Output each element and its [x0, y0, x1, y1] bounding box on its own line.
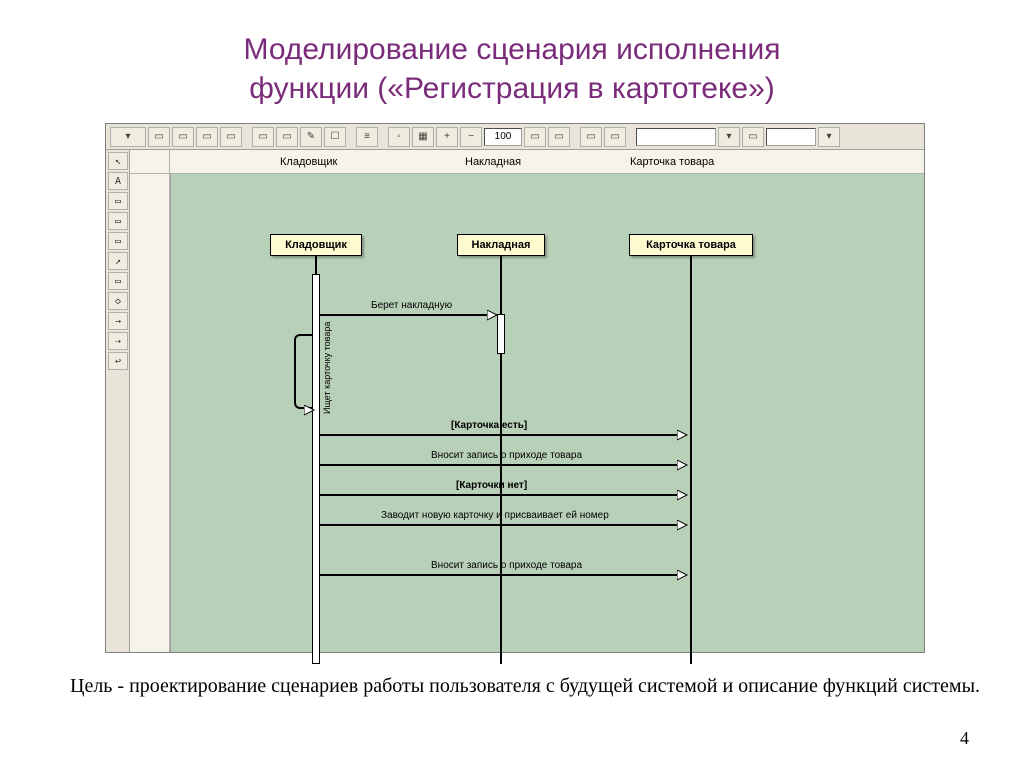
- diagram-canvas[interactable]: Кладовщик Накладная Карточка товара Берет н…: [170, 174, 924, 652]
- uml-editor-window: ▾ ▭ ▭ ▭ ▭ ▭ ▭ ✎ ☐ ≡ ◦ ▦ + − 100 ▭ ▭ ▭ ▭ …: [105, 123, 925, 653]
- toolbar-btn-10[interactable]: ▭: [548, 127, 570, 147]
- slide-footer-text: Цель - проектирование сценариев работы п…: [70, 673, 980, 699]
- toolbar-btn-1[interactable]: ▭: [148, 127, 170, 147]
- toolbar-combo3[interactable]: [766, 128, 816, 146]
- column-header-row: Кладовщик Накладная Карточка товара: [130, 150, 924, 174]
- message-arrow-5[interactable]: [320, 574, 679, 576]
- arrow-head-0: [487, 309, 499, 327]
- message-arrow-1[interactable]: [320, 434, 679, 436]
- toolbar-combo3-drop[interactable]: ▾: [818, 127, 840, 147]
- editor-body: ↖ A ▭ ▭ ▭ ↗ ▭ ◇ → ⇢ ↩ Кладовщик Накладна…: [106, 150, 924, 652]
- message-arrow-3[interactable]: [320, 494, 679, 496]
- lifeline-box-2[interactable]: Карточка товара: [629, 234, 753, 256]
- toolbar-btn-6[interactable]: ▭: [276, 127, 298, 147]
- toolbar-btn-combo1[interactable]: ▾: [110, 127, 146, 147]
- palette-rect2[interactable]: ▭: [108, 212, 128, 230]
- message-label-2: Вносит запись о приходе товара: [431, 450, 582, 461]
- palette-pointer[interactable]: ↖: [108, 152, 128, 170]
- toolbar-btn-12[interactable]: ▭: [604, 127, 626, 147]
- palette-diamond[interactable]: ◇: [108, 292, 128, 310]
- page-number: 4: [960, 728, 969, 749]
- palette-rect4[interactable]: ▭: [108, 272, 128, 290]
- toolbar-btn-list[interactable]: ≡: [356, 127, 378, 147]
- palette-arrow3[interactable]: ⇢: [108, 332, 128, 350]
- toolbar-btn-5[interactable]: ▭: [252, 127, 274, 147]
- title-line2: функции («Регистрация в картотеке»): [249, 72, 775, 105]
- toolbar-btn-zoomout[interactable]: −: [460, 127, 482, 147]
- lifeline-line-2: [690, 256, 692, 664]
- toolbar-btn-13[interactable]: ▭: [742, 127, 764, 147]
- toolbar-btn-grid[interactable]: ▦: [412, 127, 434, 147]
- tool-palette: ↖ A ▭ ▭ ▭ ↗ ▭ ◇ → ⇢ ↩: [106, 150, 130, 652]
- arrow-head-3: [677, 489, 689, 507]
- arrow-head-2: [677, 459, 689, 477]
- message-label-0: Берет накладную: [371, 300, 452, 311]
- main-toolbar: ▾ ▭ ▭ ▭ ▭ ▭ ▭ ✎ ☐ ≡ ◦ ▦ + − 100 ▭ ▭ ▭ ▭ …: [106, 124, 924, 150]
- toolbar-combo2[interactable]: [636, 128, 716, 146]
- message-label-4: Заводит новую карточку и присваивает ей …: [381, 510, 609, 521]
- toolbar-btn-7[interactable]: ☐: [324, 127, 346, 147]
- lifeline-box-0[interactable]: Кладовщик: [270, 234, 362, 256]
- palette-arrow2[interactable]: →: [108, 312, 128, 330]
- message-label-3: [Карточки нет]: [456, 480, 527, 491]
- toolbar-btn-3[interactable]: ▭: [196, 127, 218, 147]
- toolbar-btn-zoomin[interactable]: +: [436, 127, 458, 147]
- header-col-1: Кладовщик: [280, 156, 337, 168]
- message-label-1: [Карточка есть]: [451, 420, 527, 431]
- header-corner: [130, 150, 170, 173]
- palette-arrow1[interactable]: ↗: [108, 252, 128, 270]
- title-line1: Моделирование сценария исполнения: [244, 33, 781, 66]
- palette-rect1[interactable]: ▭: [108, 192, 128, 210]
- toolbar-btn-4[interactable]: ▭: [220, 127, 242, 147]
- self-message-label: Ищет карточку товара: [322, 304, 332, 414]
- zoom-input[interactable]: 100: [484, 128, 522, 146]
- message-arrow-2[interactable]: [320, 464, 679, 466]
- activation-0: [312, 274, 320, 664]
- message-label-5: Вносит запись о приходе товара: [431, 560, 582, 571]
- toolbar-btn-pen[interactable]: ✎: [300, 127, 322, 147]
- self-loop-arrowhead: [304, 404, 316, 422]
- header-col-2: Накладная: [465, 156, 521, 168]
- diagram-area: Кладовщик Накладная Карточка товара Клад…: [130, 150, 924, 652]
- lifeline-box-1[interactable]: Накладная: [457, 234, 545, 256]
- message-arrow-0[interactable]: [320, 314, 489, 316]
- palette-rect3[interactable]: ▭: [108, 232, 128, 250]
- toolbar-combo2-drop[interactable]: ▾: [718, 127, 740, 147]
- arrow-head-5: [677, 569, 689, 587]
- arrow-head-4: [677, 519, 689, 537]
- palette-return[interactable]: ↩: [108, 352, 128, 370]
- toolbar-btn-8[interactable]: ◦: [388, 127, 410, 147]
- palette-text[interactable]: A: [108, 172, 128, 190]
- toolbar-btn-9[interactable]: ▭: [524, 127, 546, 147]
- message-arrow-4[interactable]: [320, 524, 679, 526]
- header-col-3: Карточка товара: [630, 156, 714, 168]
- slide-title: Моделирование сценария исполнения функци…: [0, 0, 1024, 108]
- arrow-head-1: [677, 429, 689, 447]
- toolbar-btn-2[interactable]: ▭: [172, 127, 194, 147]
- toolbar-btn-11[interactable]: ▭: [580, 127, 602, 147]
- vertical-ruler: [130, 174, 170, 652]
- self-message-loop[interactable]: [294, 334, 312, 409]
